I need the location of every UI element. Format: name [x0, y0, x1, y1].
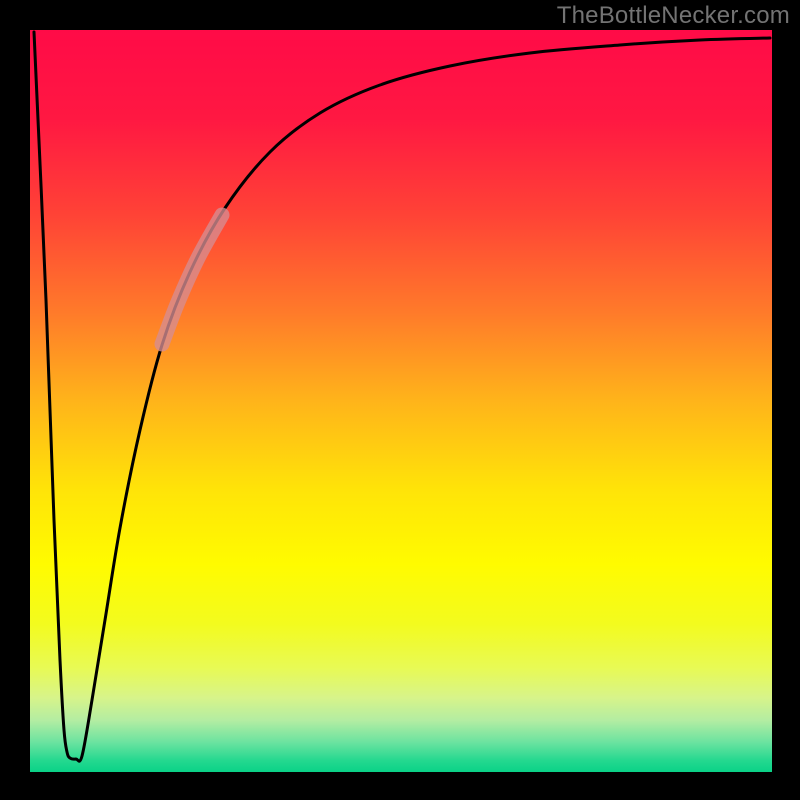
watermark-link[interactable]: TheBottleNecker.com	[557, 2, 790, 30]
bottleneck-chart	[0, 0, 800, 800]
gradient-panel	[30, 30, 772, 772]
chart-stage: TheBottleNecker.com	[0, 0, 800, 800]
